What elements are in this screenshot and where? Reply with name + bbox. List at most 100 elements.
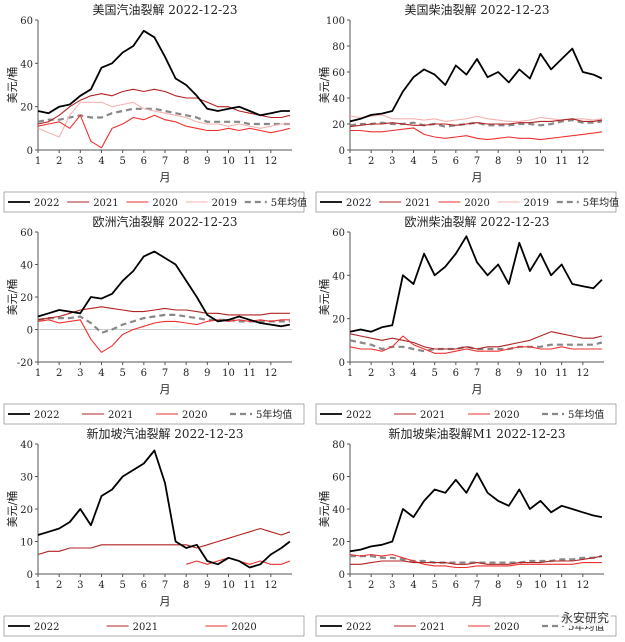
x-tick-label: 5 (431, 580, 437, 591)
x-tick-label: 6 (453, 156, 459, 167)
x-tick-label: 7 (162, 580, 168, 591)
x-tick-label: 7 (474, 580, 480, 591)
x-tick-label: 5 (431, 368, 437, 379)
x-tick-label: 7 (474, 368, 480, 379)
y-tick-label: 0 (339, 146, 345, 157)
x-tick-label: 3 (389, 368, 395, 379)
x-tick-label: 6 (453, 580, 459, 591)
x-axis-label: 月 (160, 595, 171, 608)
legend-label: 5年均值 (568, 408, 604, 421)
legend-label: 2020 (464, 198, 489, 209)
x-tick-label: 2 (56, 368, 62, 379)
legend-label: 2021 (420, 622, 445, 633)
legend-label: 2020 (231, 622, 256, 633)
legend-label: 2022 (34, 622, 59, 633)
y-tick-label: 0 (27, 326, 33, 337)
x-axis-label: 月 (472, 595, 483, 608)
x-tick-label: 7 (162, 156, 168, 167)
x-tick-label: 1 (35, 368, 41, 379)
legend-label: 2022 (346, 410, 371, 421)
legend-label: 2021 (108, 410, 133, 421)
legend-label: 2021 (405, 198, 430, 209)
y-tick-label: 40 (332, 505, 345, 516)
legend-label: 5年均值 (256, 408, 292, 421)
x-tick-label: 4 (98, 156, 104, 167)
x-tick-label: 2 (368, 368, 374, 379)
x-tick-label: 11 (243, 580, 256, 591)
y-tick-label: 20 (20, 293, 33, 304)
series-line-2019 (349, 114, 602, 122)
x-tick-label: 10 (534, 156, 547, 167)
legend-label: 2022 (346, 198, 371, 209)
series-line-2022 (349, 235, 603, 333)
legend-box (3, 191, 305, 213)
x-tick-label: 1 (347, 368, 353, 379)
y-tick-label: 20 (332, 315, 345, 326)
x-tick-label: 12 (264, 368, 277, 379)
y-tick-label: 10 (20, 538, 33, 549)
x-tick-label: 7 (474, 156, 480, 167)
y-tick-label: -20 (17, 358, 33, 369)
x-tick-label: 4 (410, 580, 416, 591)
y-tick-label: 0 (27, 570, 33, 581)
y-tick-label: 20 (20, 103, 33, 114)
legend-label: 2019 (524, 198, 549, 209)
legend-box (315, 403, 617, 425)
y-tick-label: 60 (332, 473, 345, 484)
y-tick-label: 40 (20, 440, 33, 451)
y-axis-label: 美元/桶 (317, 491, 331, 528)
y-tick-label: 60 (20, 16, 33, 27)
series-line-2019 (37, 101, 290, 138)
x-tick-label: 3 (77, 156, 83, 167)
legend-label: 2021 (93, 198, 118, 209)
x-tick-label: 6 (453, 368, 459, 379)
y-tick-label: 60 (20, 228, 33, 239)
chart-title: 美国汽油裂解 2022-12-23 (92, 2, 237, 17)
series-line-2021 (349, 331, 603, 350)
x-tick-label: 8 (495, 368, 501, 379)
chart-title: 欧洲汽油裂解 2022-12-23 (92, 214, 237, 229)
series-line-5年均值 (349, 339, 603, 353)
x-tick-label: 10 (222, 156, 235, 167)
y-tick-label: 30 (20, 473, 33, 484)
series-line-2020 (37, 114, 291, 149)
y-tick-label: 40 (332, 271, 345, 282)
x-tick-label: 5 (119, 580, 125, 591)
legend-label: 2020 (494, 622, 519, 633)
chart-title: 新加坡汽油裂解 2022-12-23 (86, 426, 243, 441)
series-line-2021 (37, 306, 290, 321)
y-tick-label: 0 (339, 358, 345, 369)
x-tick-label: 12 (576, 368, 589, 379)
x-tick-label: 1 (35, 580, 41, 591)
chart-title: 美国柴油裂解 2022-12-23 (404, 3, 549, 17)
x-tick-label: 9 (516, 156, 522, 167)
legend-box (3, 615, 305, 637)
x-tick-label: 2 (56, 156, 62, 167)
x-tick-label: 11 (243, 156, 256, 167)
x-tick-label: 10 (222, 368, 235, 379)
x-tick-label: 8 (495, 580, 501, 591)
series-line-2021 (37, 88, 291, 125)
x-tick-label: 8 (183, 580, 189, 591)
y-axis-label: 美元/桶 (5, 491, 19, 528)
x-axis-label: 月 (160, 171, 171, 184)
x-tick-label: 12 (576, 580, 589, 591)
x-tick-label: 11 (555, 580, 568, 591)
series-line-2020 (349, 553, 602, 569)
x-tick-label: 5 (119, 156, 125, 167)
x-tick-label: 11 (555, 156, 568, 167)
y-tick-label: 20 (332, 120, 345, 131)
x-tick-label: 10 (534, 368, 547, 379)
x-tick-label: 4 (410, 368, 416, 379)
x-tick-label: 9 (516, 580, 522, 591)
x-tick-label: 1 (347, 580, 353, 591)
x-tick-label: 12 (264, 580, 277, 591)
legend-label: 2022 (34, 198, 59, 209)
y-tick-label: 40 (20, 261, 33, 272)
x-axis-label: 月 (160, 383, 171, 396)
